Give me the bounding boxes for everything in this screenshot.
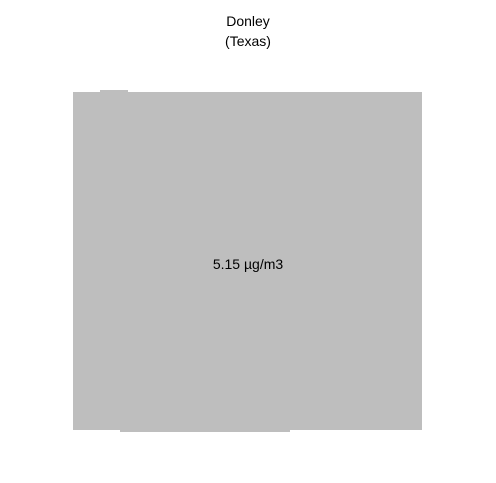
county-shape xyxy=(73,90,422,432)
county-value-label: 5.15 µg/m3 xyxy=(212,256,284,272)
map-title-state: (Texas) xyxy=(225,33,271,49)
map-title-county: Donley xyxy=(226,13,270,29)
